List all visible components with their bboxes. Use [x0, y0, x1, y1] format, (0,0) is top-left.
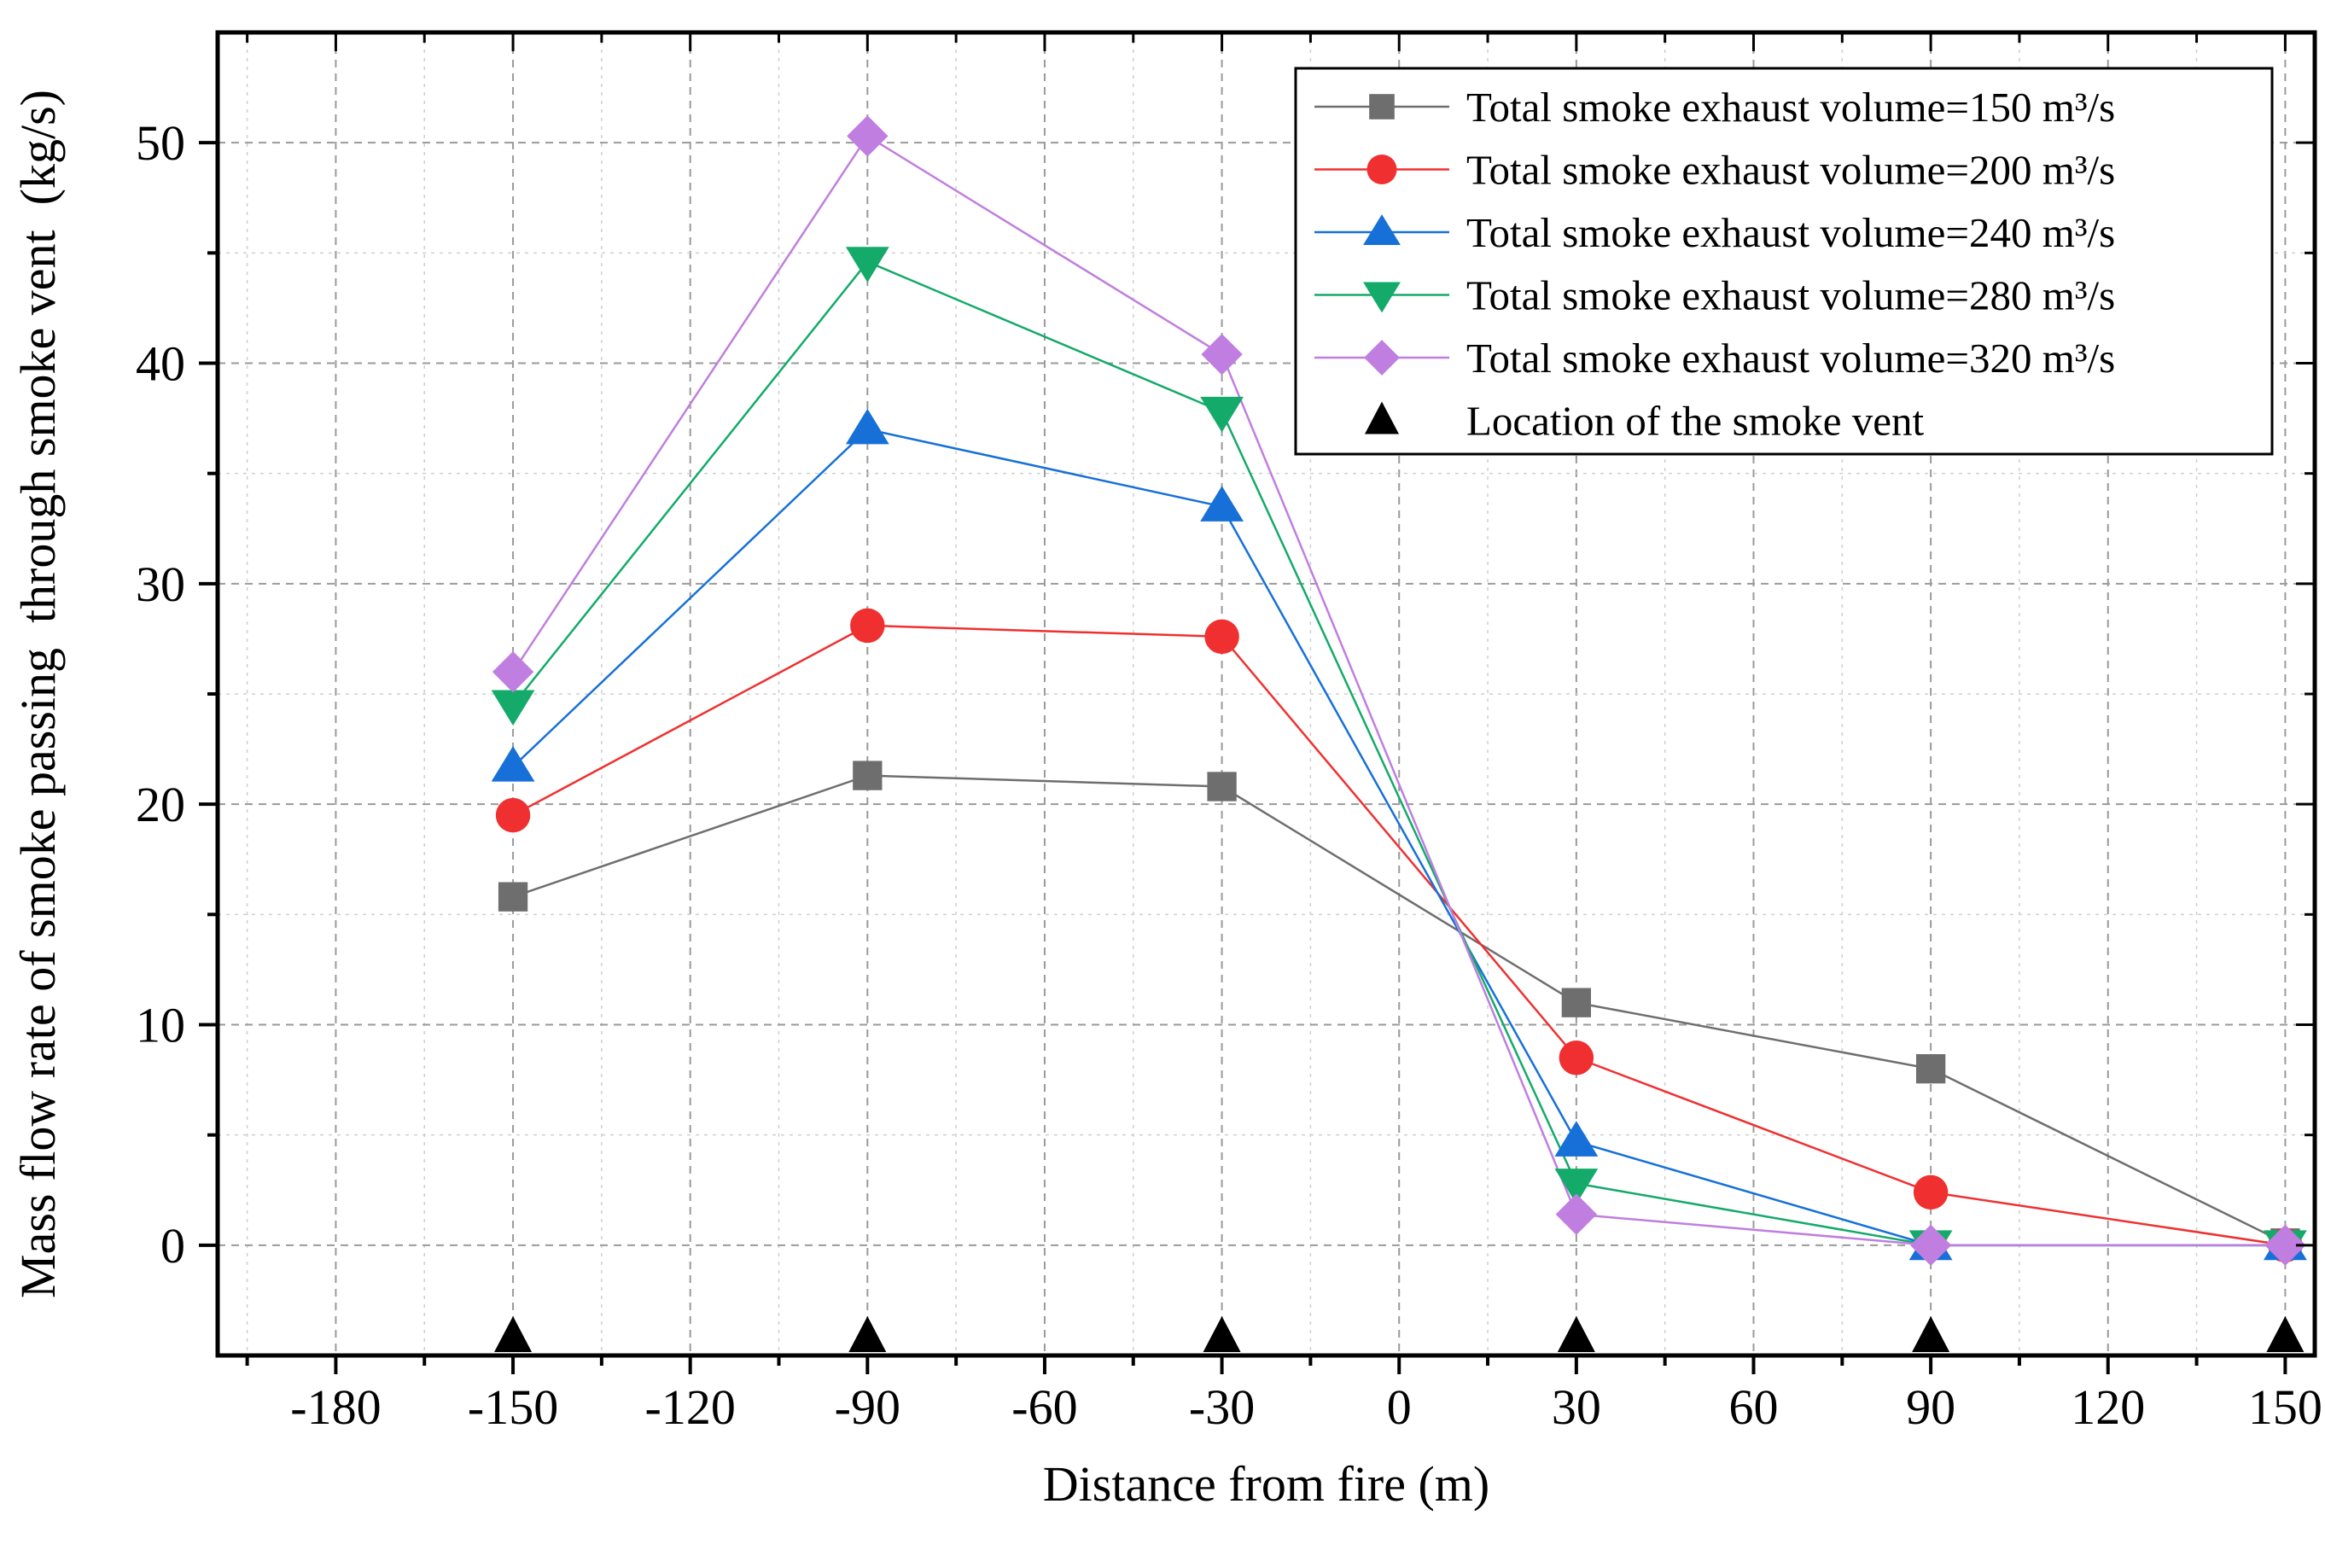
vent-markers — [494, 1316, 2305, 1352]
x-axis-tick-labels: -180 -150 -120 -90 -60 -30 0 30 60 90 120 150 — [290, 1379, 2322, 1435]
data-point-series-1 — [495, 797, 531, 833]
series-line-0 — [512, 774, 2286, 1244]
legend-marker-3 — [1363, 282, 1401, 313]
x-tick-label: 60 — [1728, 1379, 1778, 1435]
vent-location-marker — [1203, 1316, 1241, 1352]
x-tick-label: 0 — [1387, 1379, 1412, 1435]
legend-marker-vent — [1365, 401, 1399, 434]
data-point-series-1 — [1559, 1040, 1594, 1075]
x-tick-label: -180 — [290, 1379, 381, 1435]
x-axis-title: Distance from fire (m) — [1043, 1456, 1489, 1512]
legend-marker-2 — [1363, 214, 1401, 246]
data-point-series-0 — [1915, 1054, 1946, 1084]
legend-box — [1294, 67, 2274, 456]
data-point-series-2 — [491, 746, 535, 782]
x-tick-label: -90 — [835, 1379, 900, 1435]
x-tick-label: -120 — [645, 1379, 736, 1435]
vent-location-marker — [1912, 1316, 1950, 1352]
y-tick-label: 20 — [136, 777, 185, 832]
y-axis-tick-labels: 0 10 20 30 40 50 — [136, 115, 185, 1274]
data-point-series-0 — [853, 761, 883, 790]
legend: Total smoke exhaust volume=150 m³/s Tota… — [1294, 67, 2274, 456]
legend-marker-4 — [1364, 340, 1400, 376]
axis-ticks — [199, 32, 2315, 1374]
data-point-series-4 — [492, 650, 534, 693]
grid — [218, 32, 2315, 1355]
data-point-series-2 — [1554, 1121, 1599, 1157]
legend-label-200: Total smoke exhaust volume=200 m³/s — [1466, 147, 2115, 194]
x-tick-label: 90 — [1906, 1379, 1955, 1435]
legend-label-150: Total smoke exhaust volume=150 m³/s — [1466, 84, 2115, 131]
data-point-series-3 — [845, 247, 889, 283]
y-axis-title: Mass flow rate of smoke passing through … — [10, 90, 66, 1298]
y-tick-label: 30 — [136, 557, 185, 612]
legend-label-320: Total smoke exhaust volume=320 m³/s — [1466, 335, 2115, 382]
x-tick-label: -60 — [1011, 1379, 1077, 1435]
data-point-series-4 — [2264, 1224, 2306, 1267]
y-tick-label: 0 — [160, 1218, 185, 1274]
data-point-series-4 — [1555, 1193, 1598, 1235]
data-point-series-1 — [850, 608, 885, 644]
data-point-series-0 — [1207, 772, 1237, 801]
y-tick-label: 40 — [136, 336, 185, 392]
data-point-series-3 — [1200, 396, 1244, 433]
legend-marker-1 — [1366, 154, 1397, 184]
data-point-series-4 — [847, 115, 889, 157]
data-point-series-2 — [845, 408, 889, 445]
series-line-4 — [512, 134, 2286, 1247]
x-tick-label: 150 — [2248, 1379, 2322, 1435]
x-tick-label: -30 — [1189, 1379, 1255, 1435]
data-point-series-0 — [498, 882, 528, 912]
x-tick-label: -150 — [468, 1379, 558, 1435]
data-point-series-1 — [1204, 619, 1239, 655]
series-line-1 — [512, 624, 2286, 1247]
y-tick-label: 10 — [136, 998, 185, 1053]
y-tick-label: 50 — [136, 115, 185, 171]
legend-label-vent: Location of the smoke vent — [1466, 398, 1925, 445]
legend-label-280: Total smoke exhaust volume=280 m³/s — [1466, 272, 2115, 319]
vent-location-marker — [2266, 1316, 2305, 1352]
vent-location-marker — [1557, 1316, 1595, 1352]
data-point-series-3 — [491, 690, 535, 726]
x-tick-label: 120 — [2071, 1379, 2145, 1435]
x-tick-label: 30 — [1552, 1379, 1601, 1435]
series-group — [491, 115, 2307, 1267]
data-point-series-1 — [1913, 1175, 1949, 1210]
data-point-series-4 — [1201, 333, 1243, 376]
data-point-series-4 — [1909, 1224, 1952, 1267]
data-point-series-3 — [1554, 1169, 1599, 1204]
data-point-series-2 — [1200, 486, 1244, 522]
legend-label-240: Total smoke exhaust volume=240 m³/s — [1466, 209, 2115, 256]
data-point-series-0 — [1561, 988, 1592, 1017]
legend-marker-0 — [1369, 94, 1395, 119]
vent-location-marker — [494, 1316, 533, 1352]
vent-location-marker — [848, 1316, 887, 1352]
